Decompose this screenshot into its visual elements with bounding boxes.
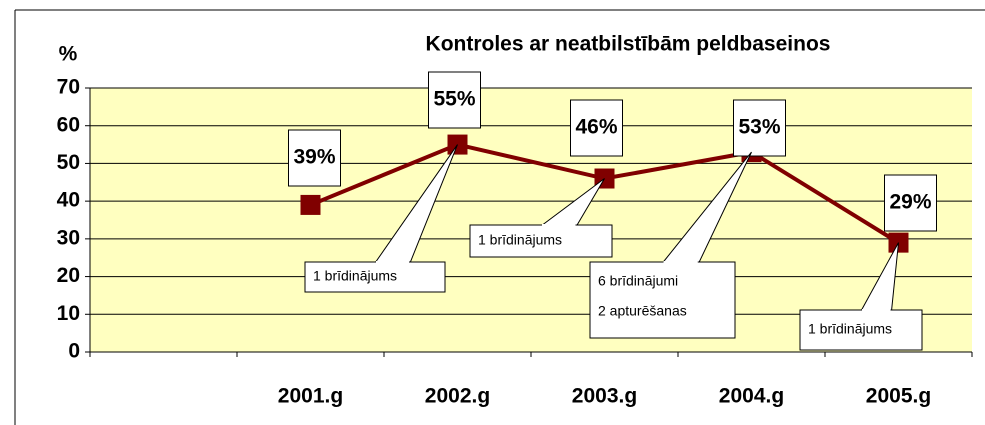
y-tick-label: 20 xyxy=(57,264,80,287)
y-tick-label: 10 xyxy=(57,302,80,325)
x-tick-label: 2003.g xyxy=(572,385,637,408)
y-tick-label: 40 xyxy=(57,189,80,212)
value-label-box xyxy=(884,174,937,232)
y-tick-label: 0 xyxy=(68,340,80,363)
callout-box xyxy=(469,224,613,258)
value-label: 29% xyxy=(889,191,931,214)
x-tick-label: 2004.g xyxy=(719,385,784,408)
value-label: 53% xyxy=(738,116,780,139)
y-tick-label: 50 xyxy=(57,151,80,174)
y-tick-label: 70 xyxy=(57,76,80,99)
x-tick-label: 2001.g xyxy=(278,385,343,408)
annotation: 1 brīdinājums xyxy=(808,321,892,337)
callout-box xyxy=(799,309,923,351)
y-tick-label: 60 xyxy=(57,113,80,136)
x-tick-label: 2005.g xyxy=(866,385,931,408)
y-axis-label: % xyxy=(59,43,78,66)
point-marker xyxy=(300,194,321,215)
callout-box xyxy=(304,261,446,293)
value-label-box xyxy=(428,71,481,129)
annotation: 2 apturēšanas xyxy=(598,303,687,319)
value-label-box xyxy=(733,99,786,157)
value-label: 46% xyxy=(575,116,617,139)
callout-box xyxy=(589,261,736,339)
y-tick-label: 30 xyxy=(57,226,80,249)
value-label: 55% xyxy=(433,88,475,111)
value-label-box xyxy=(570,99,623,157)
annotation: 1 brīdinājums xyxy=(313,268,397,284)
annotation: 1 brīdinājums xyxy=(478,232,562,248)
chart-title: Kontroles ar neatbilstībām peldbaseinos xyxy=(426,33,831,56)
value-label: 39% xyxy=(293,146,335,169)
value-label-box xyxy=(288,129,341,187)
annotation: 6 brīdinājumi xyxy=(598,273,678,289)
x-tick-label: 2002.g xyxy=(425,385,490,408)
plot-area xyxy=(90,88,972,352)
